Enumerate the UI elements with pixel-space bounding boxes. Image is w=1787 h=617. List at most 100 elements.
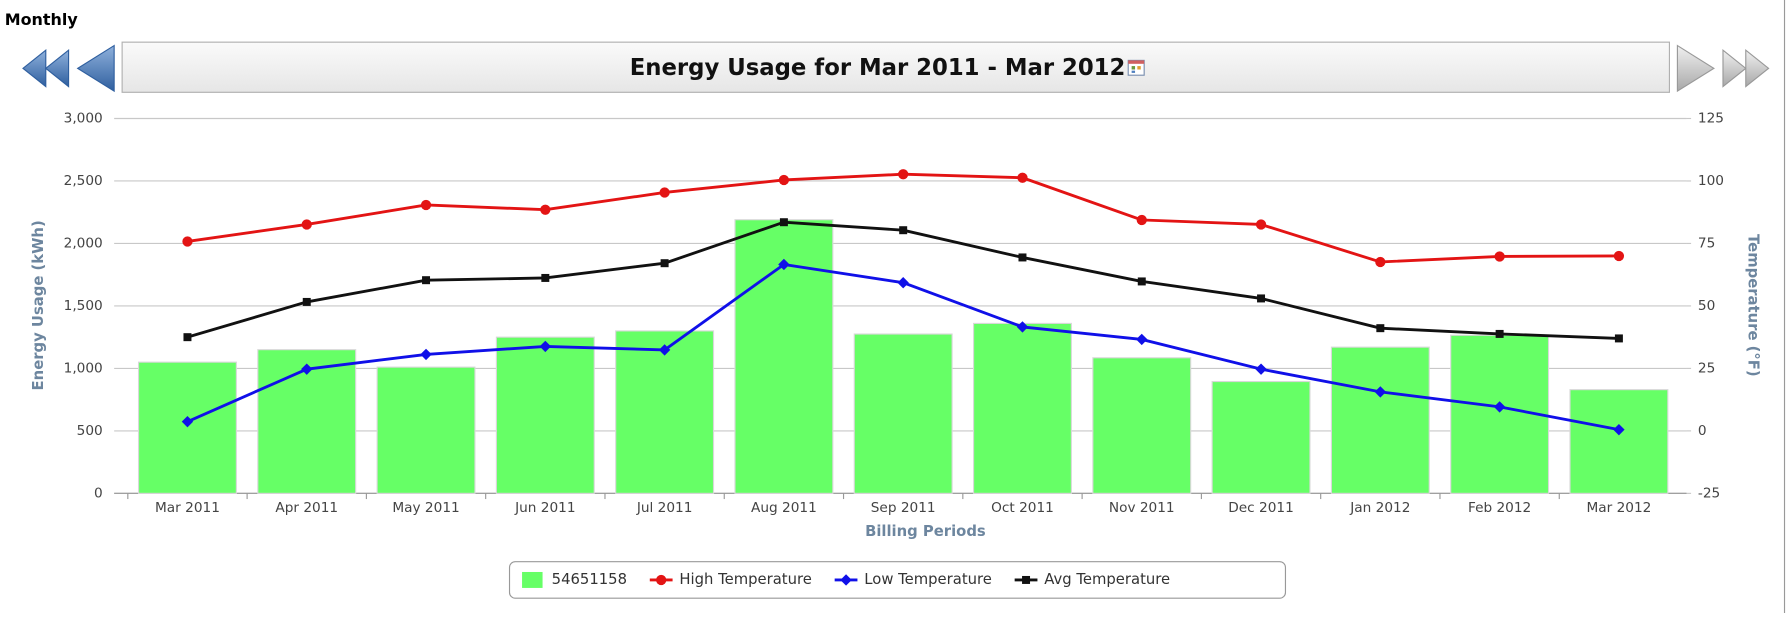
- legend-item[interactable]: 54651158: [522, 571, 627, 588]
- legend: [508, 561, 1287, 599]
- x-tick-label: Mar 2011: [155, 500, 220, 516]
- marker: [1017, 172, 1028, 183]
- marker: [181, 415, 194, 428]
- marker: [1375, 256, 1386, 268]
- x-tick-label: Mar 2012: [1586, 500, 1651, 516]
- marker: [779, 218, 788, 227]
- line: [187, 172, 1619, 264]
- marker: [1494, 251, 1505, 262]
- y-tick-label: 0: [94, 485, 103, 501]
- y2-tick-label: 25: [1698, 360, 1715, 376]
- x-tick-label: Oct 2011: [991, 500, 1054, 516]
- marker: [1495, 329, 1504, 338]
- marker: [1016, 321, 1029, 333]
- x-tick-label: May 2011: [392, 500, 459, 516]
- marker: [540, 204, 551, 215]
- marker: [656, 574, 667, 586]
- legend-label: 54651158: [552, 571, 627, 588]
- y2-tick-label: 0: [1698, 423, 1707, 439]
- y2-tick-label: 125: [1698, 110, 1724, 126]
- marker: [301, 219, 312, 230]
- chart-title: Energy Usage for Mar 2011 - Mar 2012: [630, 55, 1126, 81]
- marker: [420, 199, 432, 211]
- marker: [539, 340, 552, 353]
- bar: [615, 330, 715, 494]
- bar: [1092, 357, 1192, 494]
- y-tick-label: 2,000: [64, 235, 103, 251]
- y-tick-label: 1,500: [64, 298, 103, 314]
- marker: [1614, 334, 1623, 343]
- marker: [1257, 294, 1266, 303]
- marker: [420, 348, 432, 361]
- y2-tick-label: 100: [1698, 173, 1724, 189]
- y2-tick-label: -25: [1698, 485, 1720, 501]
- marker: [659, 187, 670, 198]
- y-tick-label: 1,000: [64, 360, 103, 376]
- nav-last[interactable]: [1722, 48, 1770, 88]
- bar: [1569, 389, 1669, 494]
- nav-first[interactable]: [22, 48, 70, 88]
- marker: [183, 333, 192, 342]
- marker: [182, 236, 193, 247]
- legend-item[interactable]: Avg Temperature: [1014, 571, 1170, 588]
- x-tick-label: Apr 2011: [275, 500, 338, 516]
- x-tick-label: Nov 2011: [1109, 500, 1175, 516]
- y-axis-title: Energy Usage (kWh): [30, 220, 47, 390]
- x-axis-title: Billing Periods: [865, 523, 986, 540]
- bar: [972, 322, 1072, 494]
- y2-axis-title: Temperature (°F): [1745, 234, 1762, 377]
- marker: [301, 363, 313, 375]
- y-tick-label: 2,500: [64, 173, 103, 189]
- marker: [1136, 333, 1148, 346]
- marker: [1376, 324, 1385, 333]
- marker: [541, 273, 550, 282]
- x-tick-label: Dec 2011: [1228, 500, 1294, 516]
- marker: [1018, 253, 1027, 262]
- marker: [1137, 277, 1146, 286]
- marker: [899, 226, 908, 235]
- marker: [658, 344, 671, 356]
- marker: [660, 259, 669, 268]
- marker: [898, 169, 909, 180]
- marker: [1493, 401, 1506, 413]
- x-tick-label: Jan 2012: [1349, 500, 1410, 516]
- nav-prev[interactable]: [76, 44, 115, 93]
- marker: [897, 276, 909, 289]
- marker: [1022, 575, 1031, 584]
- legend-label: High Temperature: [679, 571, 811, 588]
- marker: [1255, 219, 1267, 230]
- bar: [1211, 380, 1311, 494]
- marker: [1255, 363, 1267, 375]
- x-tick-label: Jul 2011: [636, 500, 693, 516]
- marker: [778, 174, 790, 186]
- y2-tick-label: 50: [1698, 298, 1715, 314]
- legend-label: Low Temperature: [864, 571, 992, 588]
- y-tick-label: 3,000: [64, 110, 103, 126]
- marker: [1613, 423, 1625, 436]
- marker: [1136, 214, 1147, 226]
- x-tick-label: Sep 2011: [871, 500, 936, 516]
- y-tick-label: 500: [77, 423, 103, 439]
- marker: [422, 276, 431, 285]
- y2-tick-label: 75: [1698, 235, 1715, 251]
- marker: [302, 297, 311, 306]
- bar: [1330, 346, 1430, 494]
- x-tick-label: Feb 2012: [1468, 500, 1531, 516]
- bar: [376, 366, 476, 494]
- legend-label: Avg Temperature: [1044, 571, 1170, 588]
- nav-next[interactable]: [1676, 44, 1715, 93]
- calendar-icon[interactable]: [1127, 59, 1145, 76]
- x-tick-label: Aug 2011: [751, 500, 817, 516]
- legend-swatch: [522, 571, 543, 588]
- plot-area: 0 500 1,000 1,500 2,000 2,500 3,000 -25 0 25 50 75 1…: [64, 110, 1724, 516]
- title-bar: [121, 41, 1671, 93]
- page-label: Monthly: [5, 10, 79, 29]
- legend-item[interactable]: High Temperature: [649, 571, 812, 588]
- bar: [137, 361, 237, 494]
- marker: [1374, 386, 1387, 398]
- marker: [1613, 250, 1625, 262]
- bar: [495, 336, 595, 494]
- marker: [778, 258, 790, 271]
- x-tick-label: Jun 2011: [514, 500, 575, 516]
